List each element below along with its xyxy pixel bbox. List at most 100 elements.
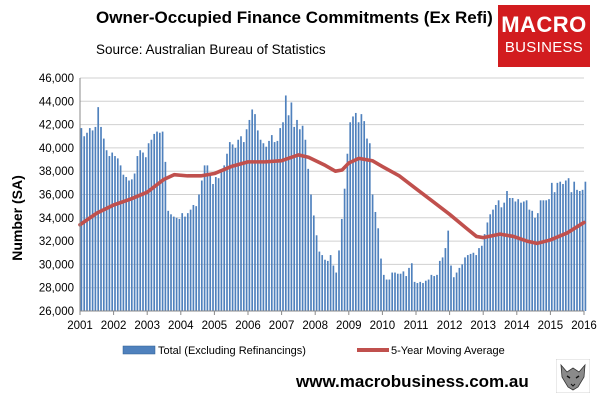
bar xyxy=(506,191,508,311)
bar xyxy=(296,119,298,311)
bar xyxy=(161,131,164,311)
bar xyxy=(578,191,581,311)
bar xyxy=(94,126,97,312)
bar xyxy=(450,265,452,311)
bar xyxy=(198,194,200,311)
bar xyxy=(287,115,290,311)
y-tick-label: 36,000 xyxy=(39,190,74,202)
bar xyxy=(349,122,352,312)
bar xyxy=(525,200,528,311)
bar xyxy=(447,230,450,311)
bar xyxy=(584,181,587,311)
x-tick-label: 2006 xyxy=(235,320,261,332)
bar xyxy=(366,138,368,311)
bar xyxy=(489,214,492,311)
bar xyxy=(511,198,514,311)
bar xyxy=(536,213,539,311)
bar xyxy=(508,198,511,311)
bar xyxy=(343,188,346,311)
y-tick-label: 30,000 xyxy=(39,259,74,271)
bar xyxy=(534,217,536,311)
bar xyxy=(256,130,259,311)
y-tick-label: 26,000 xyxy=(39,306,74,318)
bar xyxy=(144,157,147,311)
bar xyxy=(458,267,461,311)
x-tick-labels: 2001 2002 2003 2004 2005 2006 2007 2008 2009 2010… xyxy=(67,320,597,332)
bar xyxy=(576,189,578,311)
bar xyxy=(276,140,279,311)
bar xyxy=(472,252,475,311)
x-tick-label: 2004 xyxy=(168,320,194,332)
bar xyxy=(494,204,497,311)
bar xyxy=(503,202,506,311)
bar xyxy=(119,165,122,312)
bar xyxy=(284,95,287,311)
axes xyxy=(79,78,585,315)
bar xyxy=(469,253,472,311)
bar xyxy=(321,255,324,311)
bar xyxy=(444,248,447,311)
bar xyxy=(164,161,167,311)
bar xyxy=(268,140,270,311)
bar xyxy=(105,150,108,311)
x-tick-label: 2016 xyxy=(571,320,597,332)
macrobusiness-logo: MACRO BUSINESS xyxy=(498,5,590,67)
bar xyxy=(363,121,366,311)
bar xyxy=(102,138,105,311)
bar xyxy=(402,271,405,311)
bar xyxy=(517,199,520,311)
bar xyxy=(142,152,144,311)
bar xyxy=(186,213,189,311)
bar xyxy=(413,281,416,312)
y-tick-label: 42,000 xyxy=(39,120,74,132)
bar xyxy=(531,210,534,311)
bar xyxy=(438,260,441,311)
bar xyxy=(354,112,357,311)
bar xyxy=(424,280,427,311)
bar xyxy=(310,194,312,311)
bar xyxy=(315,235,318,311)
legend-bar-swatch xyxy=(122,345,156,355)
bar xyxy=(178,218,181,311)
bar xyxy=(394,272,396,311)
bar xyxy=(324,259,326,311)
y-tick-label: 44,000 xyxy=(39,96,74,108)
bar xyxy=(265,146,268,311)
bar xyxy=(500,207,503,311)
bar xyxy=(136,156,139,311)
x-tick-label: 2011 xyxy=(404,320,429,332)
bar xyxy=(97,107,100,312)
bar xyxy=(520,202,522,311)
bar xyxy=(427,279,430,311)
bar xyxy=(514,201,517,311)
bar xyxy=(214,177,217,311)
bar xyxy=(441,257,444,311)
bar xyxy=(226,153,228,311)
bar xyxy=(545,200,548,311)
bar xyxy=(570,192,573,311)
bar xyxy=(352,116,354,311)
y-tick-label: 34,000 xyxy=(39,213,74,225)
bar xyxy=(184,216,186,311)
bar xyxy=(290,102,293,311)
x-tick-label: 2002 xyxy=(101,320,127,332)
bar xyxy=(391,272,394,311)
x-tick-label: 2010 xyxy=(370,320,396,332)
bar xyxy=(228,142,231,311)
bar xyxy=(111,152,114,311)
bar xyxy=(128,180,130,311)
bar xyxy=(195,206,198,311)
bar xyxy=(212,184,214,311)
x-tick-label: 2001 xyxy=(67,320,93,332)
bar xyxy=(385,279,388,311)
line-series xyxy=(78,153,586,246)
x-tick-label: 2008 xyxy=(302,320,328,332)
bar xyxy=(304,139,307,311)
moving-average-line xyxy=(78,153,586,246)
bar xyxy=(478,248,480,311)
bar xyxy=(556,182,559,311)
bar xyxy=(430,274,433,311)
bar xyxy=(335,272,338,311)
bar xyxy=(326,260,329,311)
bar xyxy=(464,257,466,311)
